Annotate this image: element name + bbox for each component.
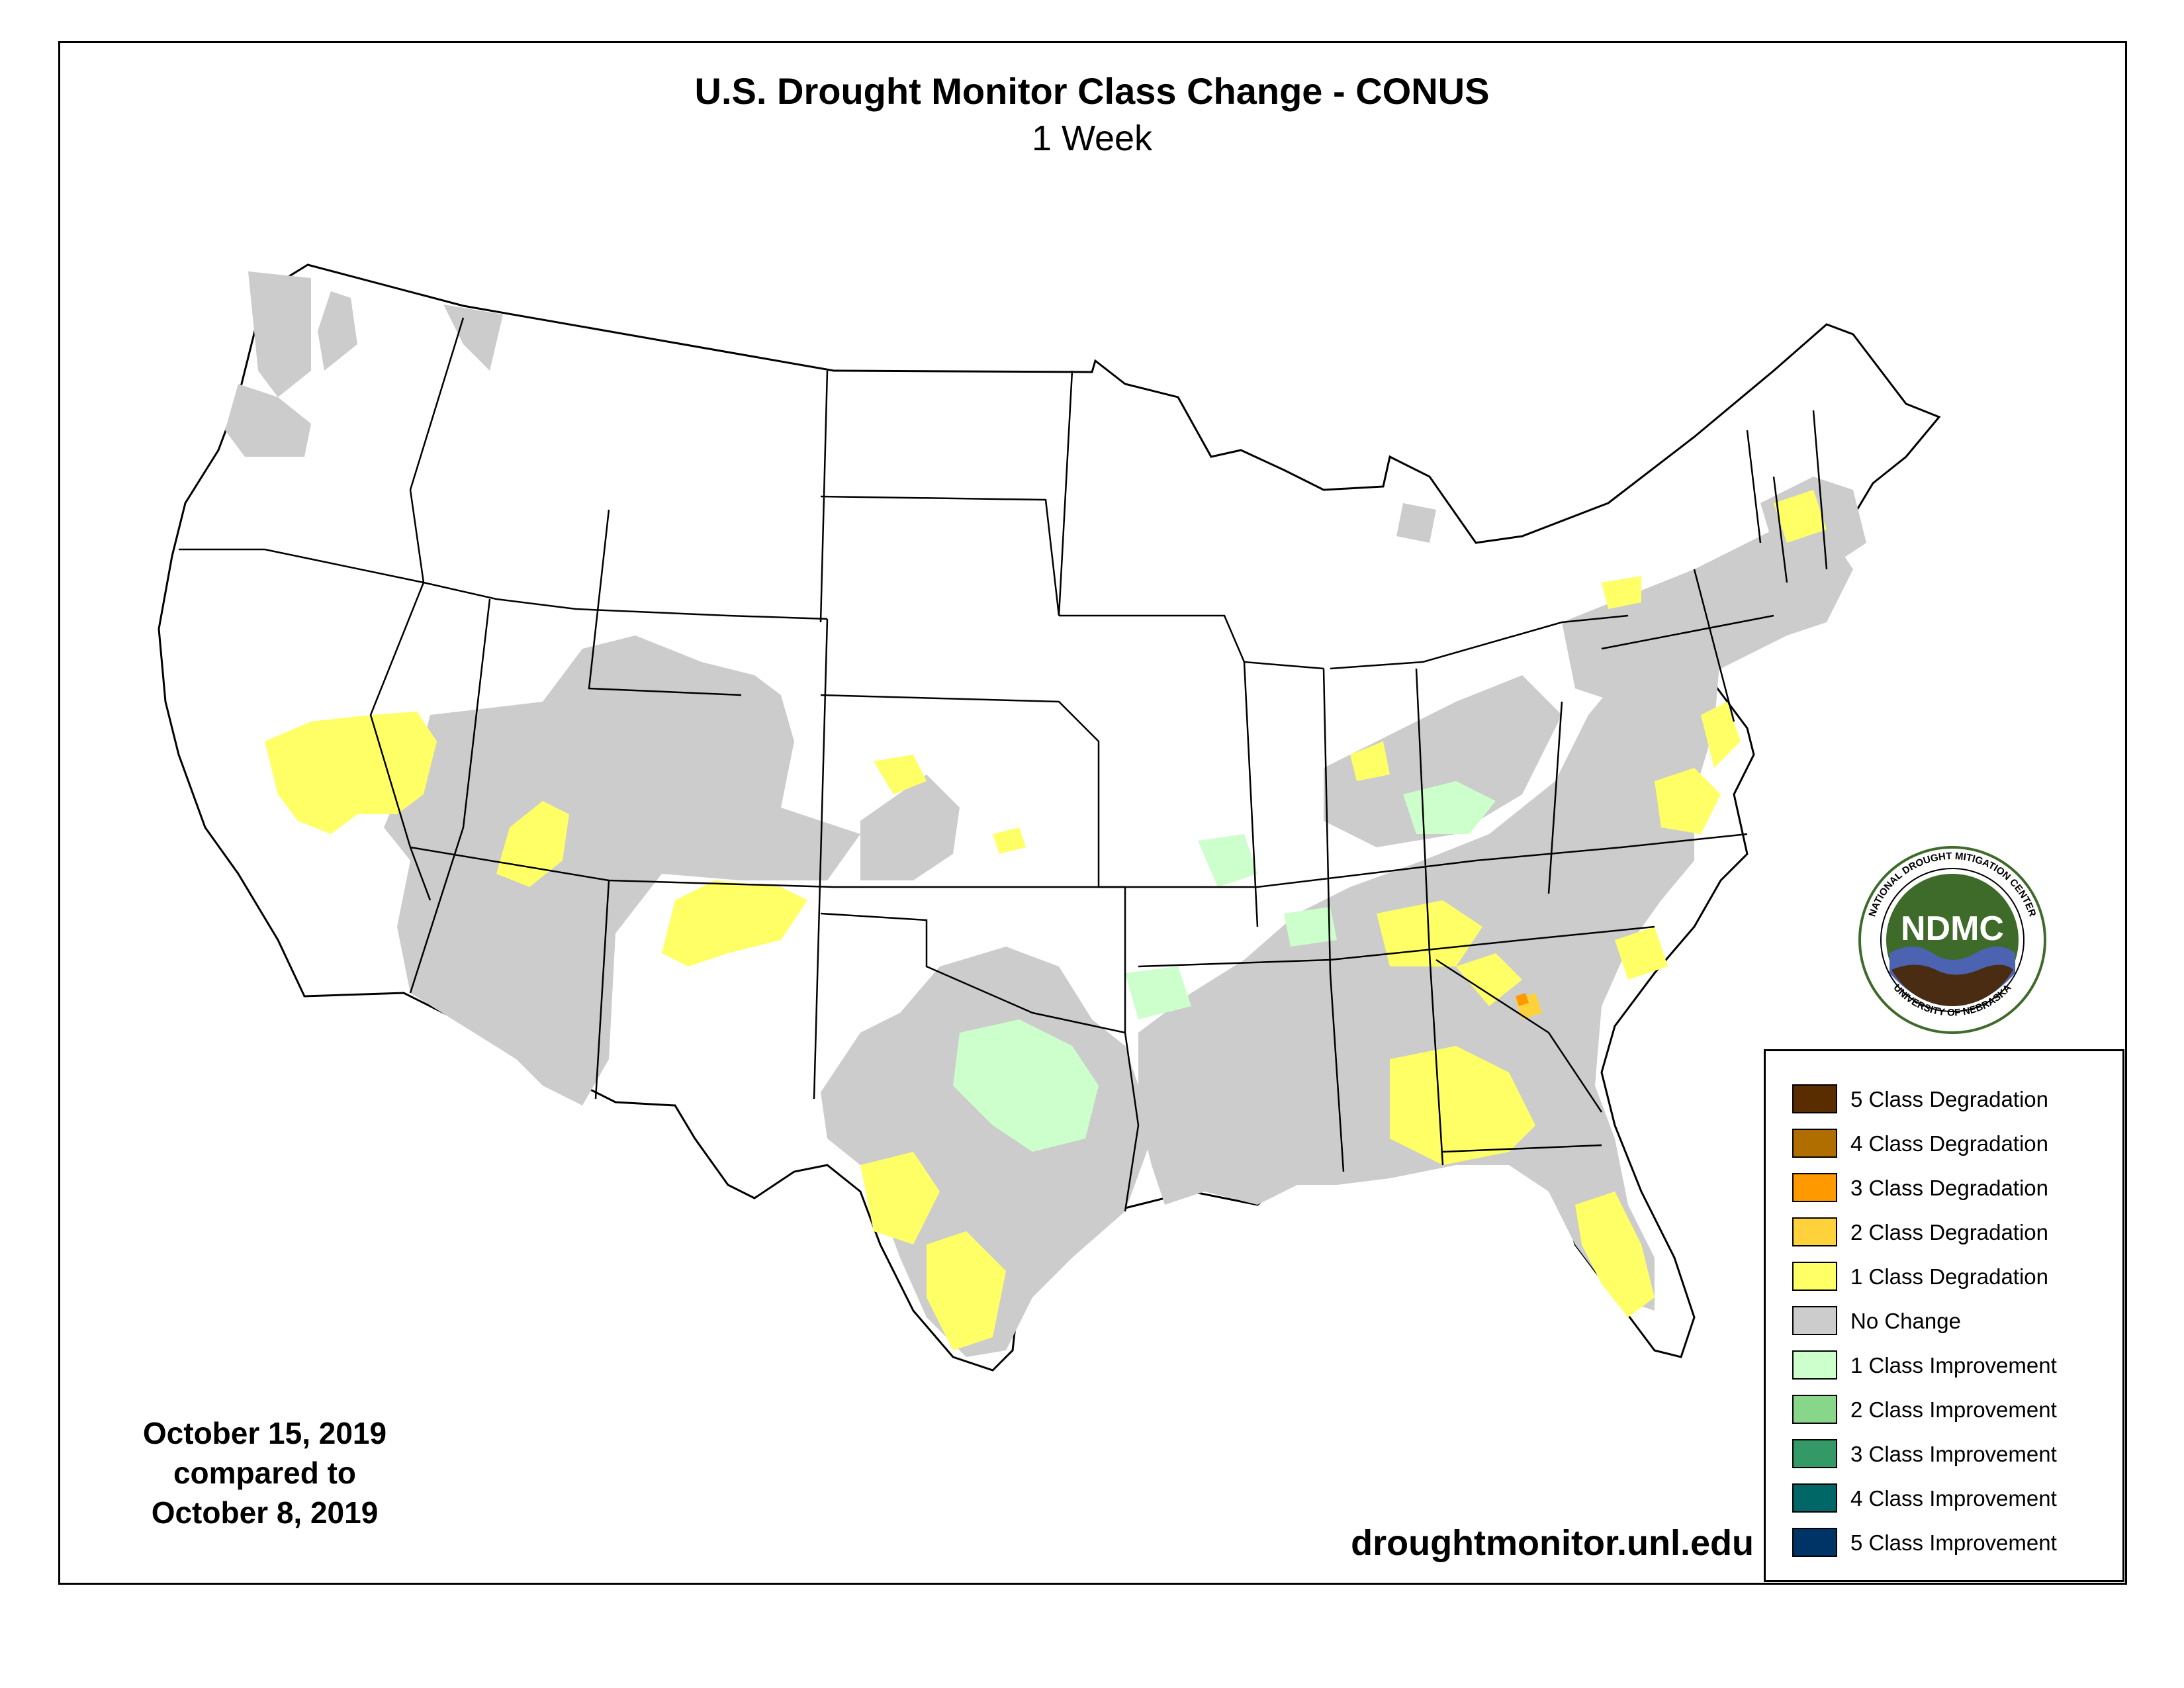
legend-swatch — [1792, 1173, 1837, 1202]
legend-label: 3 Class Degradation — [1850, 1176, 2048, 1200]
no-change-idaho-montana — [443, 305, 503, 371]
degradation-new-england — [1774, 490, 1827, 543]
logo-earth-wave — [1891, 964, 2013, 1006]
legend-label: 4 Class Improvement — [1850, 1486, 2057, 1511]
date-previous: October 8, 2019 — [151, 1495, 379, 1530]
legend-swatch — [1792, 1395, 1837, 1424]
legend-label: No Change — [1850, 1309, 1961, 1333]
legend-label: 4 Class Degradation — [1850, 1131, 2048, 1156]
degradation-3-georgia — [1516, 993, 1529, 1006]
degradation-kansas-east — [993, 827, 1026, 854]
legend-swatch — [1792, 1129, 1837, 1158]
legend-swatch — [1792, 1084, 1837, 1113]
legend-label: 2 Class Improvement — [1850, 1397, 2057, 1422]
no-change-ohio-valley — [1324, 675, 1562, 847]
degradation-new-york — [1602, 576, 1641, 609]
legend-label: 1 Class Degradation — [1850, 1264, 2048, 1289]
legend-swatch — [1792, 1439, 1837, 1468]
no-change-washington — [248, 271, 311, 397]
degradation-carolinas — [1615, 927, 1668, 980]
date-comparison: October 15, 2019 compared to October 8, … — [79, 1413, 450, 1532]
date-current: October 15, 2019 — [142, 1416, 387, 1450]
map-title: U.S. Drought Monitor Class Change - CONU… — [694, 70, 1490, 112]
no-change-michigan — [1396, 503, 1436, 543]
degradation-texas-central — [860, 1152, 940, 1244]
degradation-new-mexico — [662, 880, 807, 966]
legend-swatch — [1792, 1350, 1837, 1380]
improvement-texas — [953, 1019, 1099, 1152]
degradation-georgia-north — [1456, 953, 1522, 1006]
improvement-tennessee — [1284, 907, 1337, 947]
degradation-tennessee — [1377, 900, 1482, 966]
degradation-nevada — [265, 712, 437, 834]
legend-swatch — [1792, 1528, 1837, 1557]
improvement-kentucky — [1403, 781, 1496, 834]
logo-center-text: NDMC — [1901, 910, 2004, 948]
legend-label: 3 Class Improvement — [1850, 1442, 2057, 1466]
ndmc-logo: NDMC NATIONAL DROUGHT MITIGATION CENTER … — [1858, 846, 2046, 1034]
no-change-oregon — [225, 384, 311, 457]
degradation-florida — [1575, 1192, 1655, 1317]
legend-label: 2 Class Degradation — [1850, 1220, 2048, 1244]
degradation-indiana — [1350, 741, 1390, 781]
source-url: droughtmonitor.unl.edu — [1351, 1523, 1754, 1563]
legend-label: 1 Class Improvement — [1850, 1353, 2057, 1378]
legend-label: 5 Class Degradation — [1850, 1087, 2048, 1111]
state-borders — [179, 317, 1828, 1212]
legend-swatch — [1792, 1483, 1837, 1513]
legend: 5 Class Degradation 4 Class Degradation … — [1764, 1049, 2124, 1582]
degradation-virginia — [1655, 768, 1721, 834]
improvement-missouri — [1198, 834, 1257, 887]
degradation-maryland-nj — [1701, 702, 1741, 768]
degradation-regions — [265, 490, 1827, 1350]
legend-swatch — [1792, 1262, 1837, 1291]
map-subtitle: 1 Week — [1031, 118, 1153, 158]
no-change-washington-east — [318, 291, 357, 371]
legend-swatch — [1792, 1217, 1837, 1246]
degradation-alabama-georgia — [1390, 1046, 1535, 1165]
no-change-southwest — [384, 635, 860, 1105]
degradation-texas-south — [927, 1231, 1006, 1350]
no-change-colorado-kansas — [860, 774, 960, 880]
legend-swatch — [1792, 1306, 1837, 1335]
improvement-arkansas — [1125, 966, 1191, 1019]
date-compared-to: compared to — [173, 1456, 357, 1490]
degradation-kansas-west — [874, 755, 927, 794]
legend-label: 5 Class Improvement — [1850, 1530, 2057, 1555]
degradation-3-regions — [1516, 993, 1529, 1006]
improvement-regions — [953, 781, 1496, 1152]
